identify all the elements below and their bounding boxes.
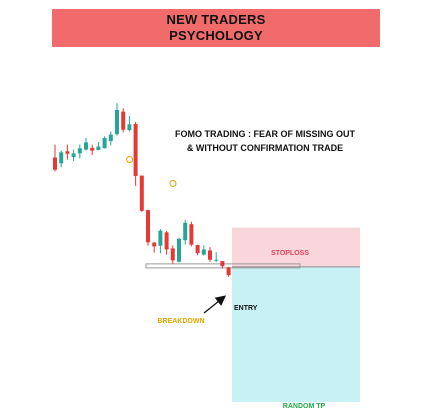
candle bbox=[170, 245, 175, 264]
candle bbox=[96, 142, 101, 151]
candle-body bbox=[158, 230, 163, 246]
candle-body bbox=[201, 249, 206, 255]
breakdown-label: BREAKDOWN bbox=[157, 318, 204, 325]
candle bbox=[164, 231, 169, 255]
candle-body bbox=[214, 259, 219, 261]
candle-body bbox=[146, 210, 150, 243]
random-tp-label: RANDOM TP bbox=[283, 403, 326, 410]
candle-body bbox=[177, 238, 181, 262]
candle bbox=[115, 103, 119, 136]
headline-line-2: & WITHOUT CONFIRMATION TRADE bbox=[186, 143, 344, 153]
take-profit-zone bbox=[232, 266, 360, 402]
candle bbox=[65, 144, 70, 160]
title-line-2: PSYCHOLOGY bbox=[169, 28, 263, 43]
title-line-1: NEW TRADERS bbox=[166, 12, 266, 27]
candle-body bbox=[208, 250, 212, 260]
candle-body bbox=[133, 123, 138, 176]
candle-body bbox=[127, 124, 132, 131]
candle bbox=[77, 144, 82, 159]
candles-group bbox=[53, 103, 231, 277]
title-banner: NEW TRADERS PSYCHOLOGY bbox=[52, 9, 380, 47]
candle-body bbox=[220, 261, 225, 267]
candle-body bbox=[84, 142, 88, 150]
candle bbox=[90, 144, 95, 156]
candle bbox=[201, 245, 206, 256]
candle-body bbox=[59, 152, 64, 164]
candle bbox=[189, 221, 194, 247]
candle bbox=[158, 228, 163, 254]
candle-body bbox=[108, 134, 113, 142]
candle-body bbox=[139, 175, 144, 211]
candle bbox=[214, 252, 219, 263]
candle-body bbox=[65, 151, 70, 154]
candle-body bbox=[183, 222, 188, 241]
candle-body bbox=[71, 153, 76, 158]
candle bbox=[139, 175, 144, 212]
candle bbox=[84, 137, 88, 151]
candle bbox=[121, 108, 126, 133]
signal-marker bbox=[126, 156, 134, 164]
candle bbox=[220, 261, 225, 269]
breakdown-arrow bbox=[203, 295, 227, 314]
stoploss-label: STOPLOSS bbox=[271, 250, 309, 257]
candle bbox=[102, 136, 107, 149]
candle-body bbox=[121, 111, 126, 130]
candle-body bbox=[164, 232, 169, 250]
candle bbox=[127, 116, 132, 132]
candle bbox=[226, 266, 231, 277]
candle-body bbox=[77, 148, 82, 154]
candle bbox=[71, 149, 76, 162]
candle-body bbox=[152, 242, 157, 247]
entry-label: ENTRY bbox=[234, 305, 258, 312]
chart-headline: FOMO TRADING : FEAR OF MISSING OUT & WIT… bbox=[150, 127, 380, 155]
candle bbox=[59, 150, 64, 168]
candle bbox=[183, 219, 188, 245]
candle bbox=[177, 237, 181, 263]
candle bbox=[195, 244, 200, 256]
candle-body bbox=[195, 245, 200, 254]
candle bbox=[53, 144, 57, 172]
candle bbox=[108, 131, 113, 146]
candle-body bbox=[96, 146, 101, 150]
candle bbox=[133, 121, 138, 186]
candle bbox=[152, 241, 157, 253]
candle-body bbox=[102, 137, 107, 149]
candle-body bbox=[115, 109, 119, 135]
candle bbox=[208, 247, 212, 262]
candle-body bbox=[170, 248, 175, 261]
stoploss-zone bbox=[232, 227, 360, 267]
candle bbox=[146, 209, 150, 246]
candle-body bbox=[90, 147, 95, 151]
candle-body bbox=[189, 224, 194, 245]
headline-line-1: FOMO TRADING : FEAR OF MISSING OUT bbox=[175, 129, 355, 139]
markers-group bbox=[126, 156, 177, 187]
candle-body bbox=[226, 267, 231, 276]
candle-body bbox=[53, 157, 57, 170]
signal-marker bbox=[169, 179, 177, 187]
